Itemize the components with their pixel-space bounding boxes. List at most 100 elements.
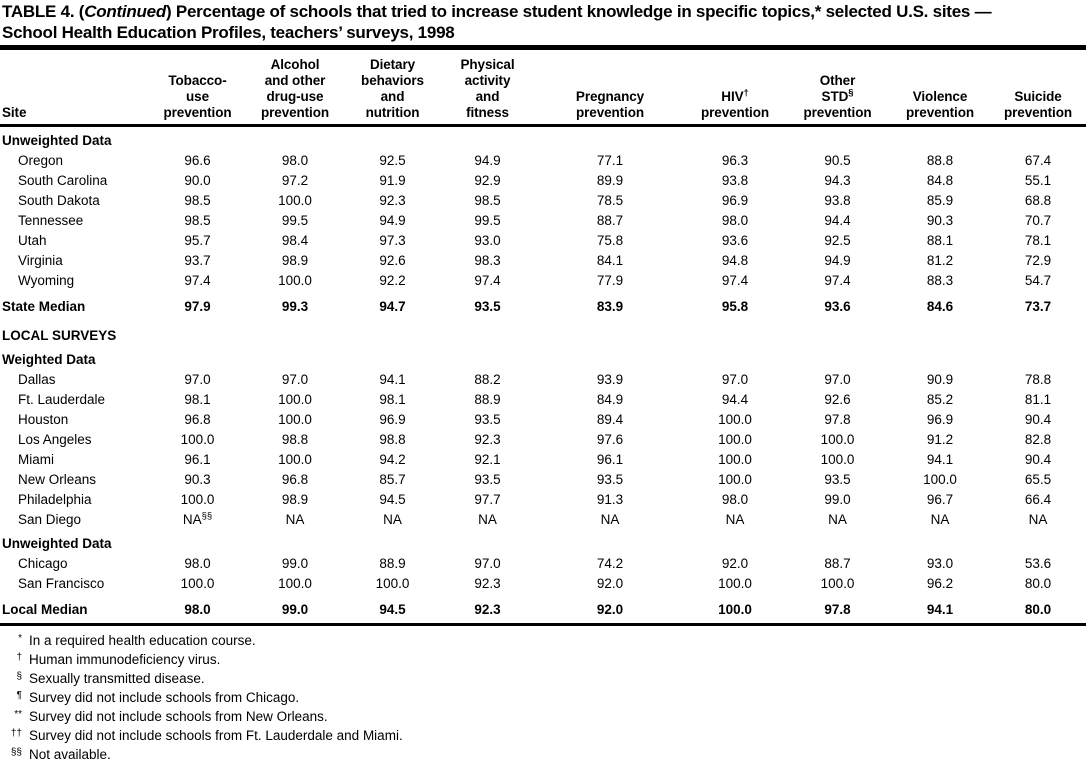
value-cell: 100.0 [375, 576, 410, 591]
col-header-violence: Violence prevention [890, 50, 990, 127]
value-cell: 97.0 [824, 372, 851, 387]
footnote: ¶ Survey did not include schools from Chi… [0, 688, 1086, 707]
value-cell: 88.8 [926, 153, 954, 168]
value-cell: 100.0 [180, 432, 215, 447]
footnote-text: Survey did not include schools from New … [29, 709, 328, 724]
site-cell: Wyoming [18, 273, 75, 288]
value-cell: 98.1 [379, 392, 406, 407]
value-cell: 73.7 [1024, 299, 1052, 314]
value-cell: 99.0 [824, 492, 851, 507]
table-row: Chicago 98.0 99.0 88.9 97.0 74.2 92.0 88.7 93.0 5… [0, 554, 1086, 574]
table-row: Local Median 98.0 99.0 94.5 92.3 92.0 100.0 97.… [0, 594, 1086, 625]
value-cell: 96.6 [184, 153, 211, 168]
value-cell: 88.7 [596, 213, 624, 228]
site-cell: Oregon [18, 153, 64, 168]
value-cell: 100.0 [718, 576, 752, 591]
value-cell: 100.0 [820, 452, 855, 467]
value-cell: 88.7 [824, 556, 851, 571]
value-cell: 99.3 [281, 299, 309, 314]
table-subhead-row: Unweighted Data [0, 126, 1086, 152]
col-header-other-std: Other STD§ prevention [785, 50, 890, 127]
table-title: TABLE 4. (Continued) Percentage of schoo… [0, 0, 1086, 50]
row-label: Unweighted Data [2, 536, 112, 551]
value-cell: 98.1 [184, 392, 211, 407]
value-cell: 100.0 [180, 492, 215, 507]
value-cell: 81.1 [1024, 392, 1052, 407]
site-cell: Local Median [2, 602, 88, 617]
value-cell: 92.9 [474, 173, 501, 188]
value-cell: 90.3 [184, 472, 211, 487]
value-cell: 96.9 [379, 412, 406, 427]
value-cell: 96.9 [721, 193, 749, 208]
value-cell: 89.9 [596, 173, 624, 188]
value-cell: 97.4 [474, 273, 501, 288]
value-cell: 93.0 [474, 233, 501, 248]
value-cell: 74.2 [596, 556, 624, 571]
value-cell: 84.1 [596, 253, 624, 268]
row-label: LOCAL SURVEYS [2, 328, 117, 343]
value-cell: 92.5 [379, 153, 406, 168]
value-cell: 97.3 [379, 233, 406, 248]
value-cell: 93.6 [721, 233, 749, 248]
value-cell: 98.8 [379, 432, 406, 447]
col-header-hiv: HIV† prevention [685, 50, 785, 127]
footnote-marker: § [16, 671, 22, 682]
value-cell: 90.4 [1024, 412, 1052, 427]
site-cell: Chicago [18, 556, 68, 571]
value-cell: 100.0 [923, 472, 957, 487]
value-cell: 98.5 [184, 193, 211, 208]
value-cell: 98.9 [281, 492, 309, 507]
value-cell: 92.5 [824, 233, 851, 248]
value-cell: 90.3 [926, 213, 954, 228]
table-subhead-row: Unweighted Data [0, 530, 1086, 554]
value-cell: 99.0 [281, 602, 309, 617]
footnote: §§ Not available. [0, 745, 1086, 764]
site-cell: San Francisco [18, 576, 105, 591]
footnotes: * In a required health education course. †… [0, 626, 1086, 764]
value-cell: 85.9 [926, 193, 954, 208]
value-cell: 99.0 [281, 556, 309, 571]
value-cell: 93.7 [184, 253, 211, 268]
value-cell: 96.1 [184, 452, 211, 467]
value-cell: 98.4 [281, 233, 309, 248]
table-row: Los Angeles 100.0 98.8 98.8 92.3 97.6 100.0 100… [0, 430, 1086, 450]
value-cell: 96.1 [596, 452, 624, 467]
col-header-alcohol: Alcohol and other drug-use prevention [245, 50, 345, 127]
value-cell: 88.9 [474, 392, 501, 407]
value-cell: 98.0 [281, 153, 309, 168]
value-cell: 78.5 [596, 193, 624, 208]
value-cell: 100.0 [278, 273, 312, 288]
profiles-table: Site Tobacco-use prevention Alcohol and othe… [0, 50, 1086, 626]
footnote: †† Survey did not include schools from Ft… [0, 726, 1086, 745]
site-cell: South Carolina [18, 173, 108, 188]
value-cell: 97.0 [281, 372, 309, 387]
value-cell: 94.2 [379, 452, 406, 467]
value-cell: 94.1 [926, 602, 954, 617]
table-row: Virginia 93.7 98.9 92.6 98.3 84.1 94.8 94.9 81.2… [0, 251, 1086, 271]
site-cell: Tennessee [18, 213, 84, 228]
value-cell: 92.3 [379, 193, 406, 208]
value-cell: 94.8 [721, 253, 749, 268]
value-cell: 95.7 [184, 233, 211, 248]
value-cell: NA§§ [182, 510, 213, 527]
value-cell: 78.1 [1024, 233, 1052, 248]
value-cell: 97.0 [474, 556, 501, 571]
footnote-text: Sexually transmitted disease. [29, 671, 205, 686]
value-cell: NA [828, 512, 847, 527]
table-row: San Francisco 100.0 100.0 100.0 92.3 92.0 100.… [0, 574, 1086, 594]
value-cell: 88.2 [474, 372, 501, 387]
value-cell: 99.5 [281, 213, 309, 228]
value-cell: 98.8 [281, 432, 309, 447]
table-row: South Dakota 98.5 100.0 92.3 98.5 78.5 96.9 93.… [0, 191, 1086, 211]
table-row: Tennessee 98.5 99.5 94.9 99.5 88.7 98.0 94.4 90.… [0, 211, 1086, 231]
value-cell: 94.4 [824, 213, 851, 228]
table-title-line2: School Health Education Profiles, teache… [2, 23, 455, 42]
value-cell: NA [930, 512, 950, 527]
value-cell: 100.0 [718, 412, 752, 427]
value-cell: 98.5 [184, 213, 211, 228]
value-cell: 97.9 [184, 299, 211, 314]
value-cell: 92.1 [474, 452, 501, 467]
table-title-continued: Continued [84, 2, 166, 21]
site-cell: New Orleans [18, 472, 97, 487]
